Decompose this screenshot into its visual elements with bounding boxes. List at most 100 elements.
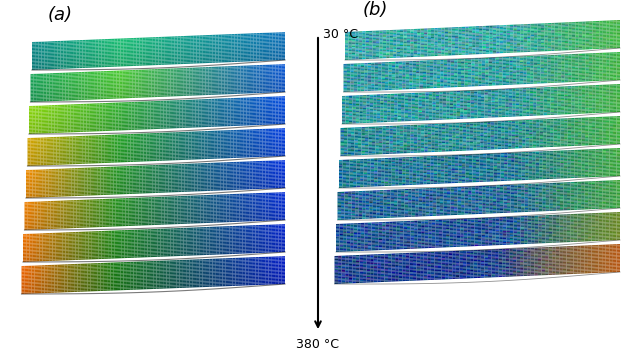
Polygon shape — [538, 254, 541, 256]
Polygon shape — [431, 136, 435, 138]
Polygon shape — [460, 256, 463, 258]
Polygon shape — [95, 58, 99, 59]
Polygon shape — [379, 242, 382, 243]
Polygon shape — [157, 243, 161, 244]
Polygon shape — [138, 200, 141, 202]
Polygon shape — [585, 134, 589, 136]
Polygon shape — [220, 247, 223, 249]
Polygon shape — [256, 136, 259, 138]
Polygon shape — [203, 241, 206, 243]
Polygon shape — [506, 260, 509, 261]
Polygon shape — [109, 203, 113, 204]
Polygon shape — [190, 48, 193, 50]
Polygon shape — [272, 174, 275, 176]
Polygon shape — [585, 130, 589, 131]
Polygon shape — [606, 30, 610, 32]
Polygon shape — [173, 102, 176, 103]
Polygon shape — [490, 162, 493, 163]
Polygon shape — [596, 42, 600, 44]
Polygon shape — [70, 53, 73, 54]
Polygon shape — [383, 57, 387, 58]
Polygon shape — [413, 30, 417, 32]
Polygon shape — [38, 128, 42, 130]
Polygon shape — [457, 233, 460, 234]
Polygon shape — [472, 68, 475, 69]
Polygon shape — [528, 203, 532, 205]
Polygon shape — [598, 270, 602, 271]
Polygon shape — [582, 104, 585, 105]
Polygon shape — [131, 233, 134, 234]
Polygon shape — [168, 178, 172, 180]
Polygon shape — [139, 78, 142, 80]
Polygon shape — [514, 207, 518, 208]
Polygon shape — [184, 41, 187, 43]
Polygon shape — [422, 116, 426, 118]
Polygon shape — [255, 231, 259, 232]
Polygon shape — [524, 30, 527, 31]
Polygon shape — [22, 276, 25, 277]
Polygon shape — [575, 36, 579, 37]
Polygon shape — [567, 199, 571, 201]
Polygon shape — [275, 91, 278, 93]
Polygon shape — [275, 181, 278, 183]
Polygon shape — [153, 137, 156, 139]
Polygon shape — [527, 265, 531, 266]
Polygon shape — [77, 215, 80, 217]
Polygon shape — [170, 75, 173, 77]
Polygon shape — [510, 225, 513, 226]
Polygon shape — [249, 211, 252, 213]
Polygon shape — [560, 195, 563, 197]
Polygon shape — [440, 82, 444, 84]
Polygon shape — [371, 180, 374, 181]
Polygon shape — [401, 216, 404, 217]
Polygon shape — [200, 261, 203, 262]
Polygon shape — [437, 156, 441, 157]
Polygon shape — [143, 270, 147, 271]
Polygon shape — [92, 248, 95, 249]
Polygon shape — [34, 145, 37, 146]
Polygon shape — [357, 63, 361, 65]
Polygon shape — [282, 174, 285, 176]
Polygon shape — [259, 108, 262, 109]
Polygon shape — [419, 198, 422, 200]
Polygon shape — [339, 172, 342, 174]
Polygon shape — [68, 89, 72, 91]
Polygon shape — [524, 258, 527, 259]
Polygon shape — [278, 163, 282, 165]
Polygon shape — [496, 36, 500, 38]
Polygon shape — [262, 175, 266, 176]
Polygon shape — [31, 96, 34, 98]
Polygon shape — [508, 157, 511, 158]
Polygon shape — [613, 108, 616, 109]
Polygon shape — [231, 70, 234, 72]
Polygon shape — [236, 249, 239, 251]
Polygon shape — [134, 155, 137, 156]
Polygon shape — [228, 83, 231, 85]
Polygon shape — [147, 135, 150, 136]
Polygon shape — [400, 130, 403, 131]
Polygon shape — [250, 117, 253, 118]
Polygon shape — [124, 159, 127, 161]
Polygon shape — [616, 126, 620, 127]
Polygon shape — [409, 75, 413, 77]
Polygon shape — [448, 180, 451, 182]
Polygon shape — [403, 143, 407, 145]
Polygon shape — [478, 219, 481, 221]
Polygon shape — [439, 224, 442, 225]
Polygon shape — [68, 184, 71, 185]
Polygon shape — [28, 216, 31, 217]
Polygon shape — [176, 110, 179, 112]
Polygon shape — [70, 59, 73, 60]
Polygon shape — [144, 103, 147, 104]
Polygon shape — [206, 270, 209, 271]
Polygon shape — [463, 113, 467, 114]
Polygon shape — [269, 243, 272, 244]
Polygon shape — [184, 46, 187, 47]
Polygon shape — [99, 238, 102, 239]
Polygon shape — [214, 171, 217, 172]
Polygon shape — [86, 222, 90, 224]
Polygon shape — [225, 79, 228, 80]
Polygon shape — [433, 98, 436, 99]
Polygon shape — [246, 264, 249, 266]
Polygon shape — [440, 84, 444, 85]
